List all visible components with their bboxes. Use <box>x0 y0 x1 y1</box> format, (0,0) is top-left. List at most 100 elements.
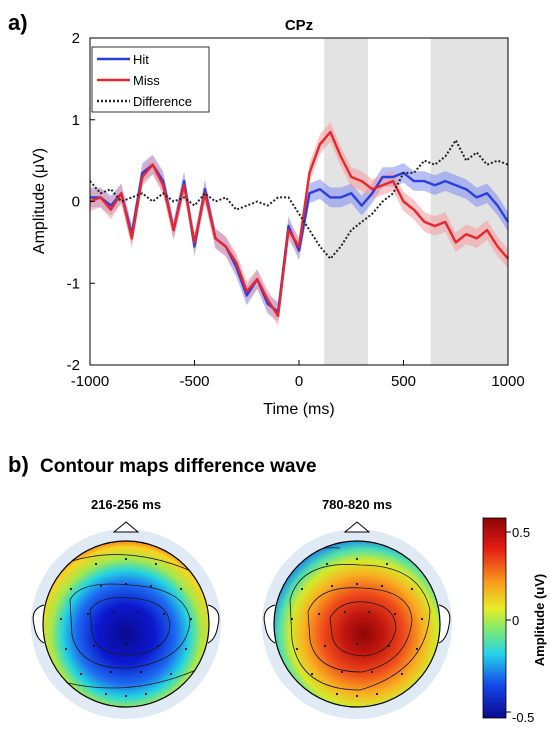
series-lines <box>89 130 510 318</box>
electrode-dot <box>69 587 73 591</box>
electrode-dot <box>189 617 193 621</box>
electrode-dot <box>124 694 128 698</box>
electrode-dot <box>420 617 424 621</box>
electrode-dot <box>325 562 329 566</box>
panel-b-title: Contour maps difference wave <box>40 456 317 477</box>
electrode-dot <box>355 557 359 561</box>
x-tick-label: 0 <box>295 373 303 390</box>
electrode-dot <box>86 612 90 616</box>
electrode-dot <box>400 672 404 676</box>
topomap-1-label: 216-256 ms <box>91 497 161 512</box>
electrode-dots-left <box>59 557 193 698</box>
topomap-216-256: 216-256 ms <box>31 497 221 719</box>
colorbar-tick-label: -0.5 <box>512 710 534 725</box>
x-tick-label: 1000 <box>491 373 524 390</box>
electrode-dot <box>94 562 98 566</box>
panel-b-label: b) <box>8 452 29 477</box>
electrode-dot <box>59 617 63 621</box>
y-tick-label: -2 <box>67 357 80 374</box>
electrode-dot <box>184 647 188 651</box>
contour-line <box>307 587 413 673</box>
contour-line <box>289 564 431 691</box>
y-tick-label: 0 <box>72 194 80 211</box>
electrode-dot <box>317 612 321 616</box>
electrode-dot <box>169 672 173 676</box>
electrode-dot <box>355 642 359 646</box>
series-line-miss <box>89 130 509 318</box>
y-axis-ticks: -2 -1 0 1 2 <box>67 30 95 374</box>
electrode-dot <box>393 612 397 616</box>
contour-line <box>59 554 201 576</box>
legend-label-difference: Difference <box>133 94 192 109</box>
electrode-dot <box>144 692 148 696</box>
x-tick-label: -500 <box>179 373 209 390</box>
electrode-dot <box>340 670 344 674</box>
legend: Hit Miss Difference <box>91 46 210 113</box>
colorbar-label: Amplitude (uV) <box>532 574 547 666</box>
series-line-hit <box>90 163 510 314</box>
head-outline-right <box>273 540 441 708</box>
electrode-dot <box>300 587 304 591</box>
electrode-dot <box>162 612 166 616</box>
electrode-dot <box>335 692 339 696</box>
electrode-dot <box>375 692 379 696</box>
colorbar-tick-label: 0.5 <box>512 525 530 540</box>
electrode-dot <box>79 672 83 676</box>
electrode-dot <box>64 647 68 651</box>
electrode-dot <box>104 692 108 696</box>
scalp-map-left <box>43 541 209 707</box>
electrode-dot <box>139 670 143 674</box>
x-tick-label: -1000 <box>71 373 109 390</box>
electrode-dot <box>415 647 419 651</box>
electrode-dot <box>290 617 294 621</box>
scalp-map-right <box>274 541 440 707</box>
electrode-dot <box>410 587 414 591</box>
x-tick-label: 500 <box>391 373 416 390</box>
head-outline-left <box>42 540 210 708</box>
topomap-780-820: 780-820 ms <box>262 497 452 719</box>
electrode-dot <box>156 644 160 648</box>
electrode-dot <box>124 582 128 586</box>
series-line-difference <box>89 139 509 260</box>
electrode-dot <box>323 644 327 648</box>
electrode-dot <box>112 610 116 614</box>
electrode-dot <box>380 584 384 588</box>
electrode-dot <box>343 610 347 614</box>
electrode-dot <box>109 670 113 674</box>
electrode-dots-right <box>290 557 424 698</box>
colorbar-tick-label: 0 <box>512 613 519 628</box>
panel-a-label: a) <box>8 10 28 35</box>
confidence-bands <box>90 122 508 326</box>
electrode-dot <box>99 584 103 588</box>
electrode-dot <box>370 670 374 674</box>
electrode-dot <box>154 562 158 566</box>
electrode-dot <box>136 610 140 614</box>
topomap-2-label: 780-820 ms <box>322 497 392 512</box>
ear-right-right <box>438 604 451 644</box>
electrode-dot <box>179 587 183 591</box>
x-axis-label: Time (ms) <box>263 401 334 418</box>
y-axis-label: Amplitude (μV) <box>31 148 48 254</box>
ear-left-left <box>32 604 45 644</box>
electrode-dot <box>355 694 359 698</box>
colorbar: 0.5 0 -0.5 Amplitude (uV) <box>482 517 547 725</box>
band-miss <box>90 122 508 326</box>
electrode-dot <box>124 557 128 561</box>
nose-left <box>112 521 140 533</box>
electrode-dot <box>124 642 128 646</box>
electrode-dot <box>310 672 314 676</box>
electrode-dot <box>387 644 391 648</box>
y-tick-label: 2 <box>72 30 80 47</box>
x-axis-ticks: -1000 -500 0 500 1000 <box>71 360 525 390</box>
electrode-dot <box>295 647 299 651</box>
chart-title: CPz <box>285 17 313 34</box>
contour-line <box>69 583 191 669</box>
nose-right <box>343 521 371 533</box>
electrode-dot <box>355 582 359 586</box>
legend-label-miss: Miss <box>133 73 160 88</box>
ear-right-left <box>207 604 220 644</box>
electrode-dot <box>149 584 153 588</box>
ear-left-right <box>263 604 276 644</box>
